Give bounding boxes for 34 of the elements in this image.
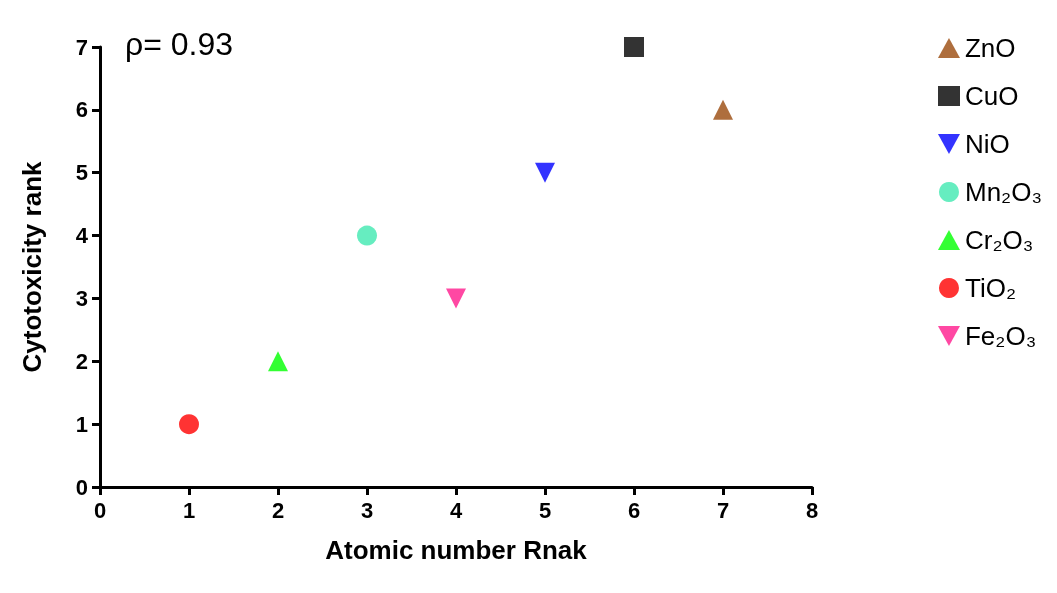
legend-label: Mn₂O₃ [964, 177, 1043, 207]
y-tick-label: 1 [75, 411, 88, 437]
x-tick-label: 8 [805, 497, 819, 523]
y-tick-label: 2 [75, 348, 88, 374]
x-tick-label: 2 [271, 497, 285, 523]
legend-label: TiO₂ [964, 273, 1016, 303]
point [268, 351, 288, 372]
y-tick-label: 3 [75, 285, 88, 311]
point [713, 99, 733, 120]
legend-label: ZnO [964, 33, 1016, 63]
x-tick-label: 6 [627, 497, 641, 523]
point [446, 288, 466, 309]
annotation: ρ= 0.93 [125, 26, 234, 62]
x-tick-label: 3 [360, 497, 374, 523]
y-tick-label: 7 [75, 34, 88, 60]
point [357, 225, 377, 246]
x-tick-label: 1 [182, 497, 196, 523]
x-tick-label: 4 [449, 497, 463, 523]
y-tick-label: 0 [75, 474, 88, 500]
legend-label: Fe₂O₃ [964, 321, 1037, 351]
x-tick-label: 7 [716, 497, 730, 523]
legend-label: CuO [964, 81, 1019, 111]
y-tick-label: 5 [75, 160, 88, 186]
point [179, 414, 199, 435]
point [535, 162, 555, 183]
legend-label: Cr₂O₃ [964, 225, 1034, 255]
y-tick-label: 6 [75, 97, 88, 123]
x-tick-label: 5 [538, 497, 552, 523]
legend-label: NiO [964, 129, 1010, 159]
y-axis-title: Cytotoxicity rank [17, 160, 47, 373]
x-tick-label: 0 [93, 497, 107, 523]
y-tick-label: 4 [75, 223, 89, 249]
point [624, 37, 644, 57]
x-axis-title: Atomic number Rnak [325, 535, 588, 565]
